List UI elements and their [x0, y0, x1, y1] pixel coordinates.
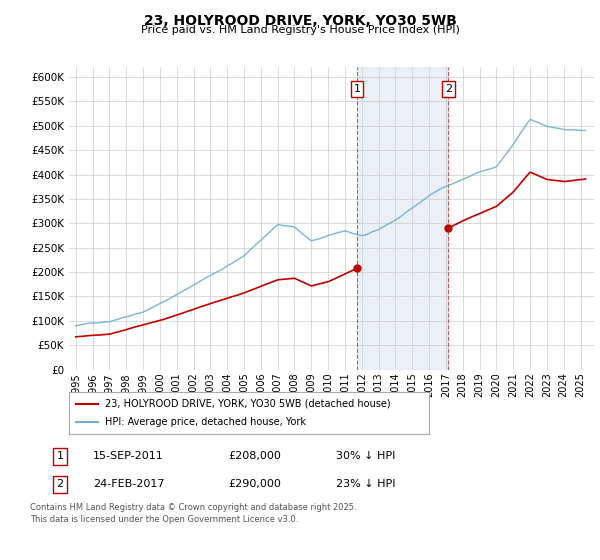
Text: 2: 2 [445, 84, 452, 94]
Text: This data is licensed under the Open Government Licence v3.0.: This data is licensed under the Open Gov… [30, 515, 298, 524]
Text: 24-FEB-2017: 24-FEB-2017 [93, 479, 164, 489]
Text: 23% ↓ HPI: 23% ↓ HPI [336, 479, 395, 489]
Text: Price paid vs. HM Land Registry's House Price Index (HPI): Price paid vs. HM Land Registry's House … [140, 25, 460, 35]
Text: 23, HOLYROOD DRIVE, YORK, YO30 5WB: 23, HOLYROOD DRIVE, YORK, YO30 5WB [143, 14, 457, 28]
Text: 1: 1 [353, 84, 361, 94]
Text: HPI: Average price, detached house, York: HPI: Average price, detached house, York [105, 417, 306, 427]
Text: Contains HM Land Registry data © Crown copyright and database right 2025.: Contains HM Land Registry data © Crown c… [30, 503, 356, 512]
Text: 15-SEP-2011: 15-SEP-2011 [93, 451, 164, 461]
Text: 1: 1 [56, 451, 64, 461]
Text: 30% ↓ HPI: 30% ↓ HPI [336, 451, 395, 461]
Text: 23, HOLYROOD DRIVE, YORK, YO30 5WB (detached house): 23, HOLYROOD DRIVE, YORK, YO30 5WB (deta… [105, 399, 391, 409]
Text: 2: 2 [56, 479, 64, 489]
Bar [357, 67, 448, 370]
Text: £290,000: £290,000 [228, 479, 281, 489]
Text: £208,000: £208,000 [228, 451, 281, 461]
